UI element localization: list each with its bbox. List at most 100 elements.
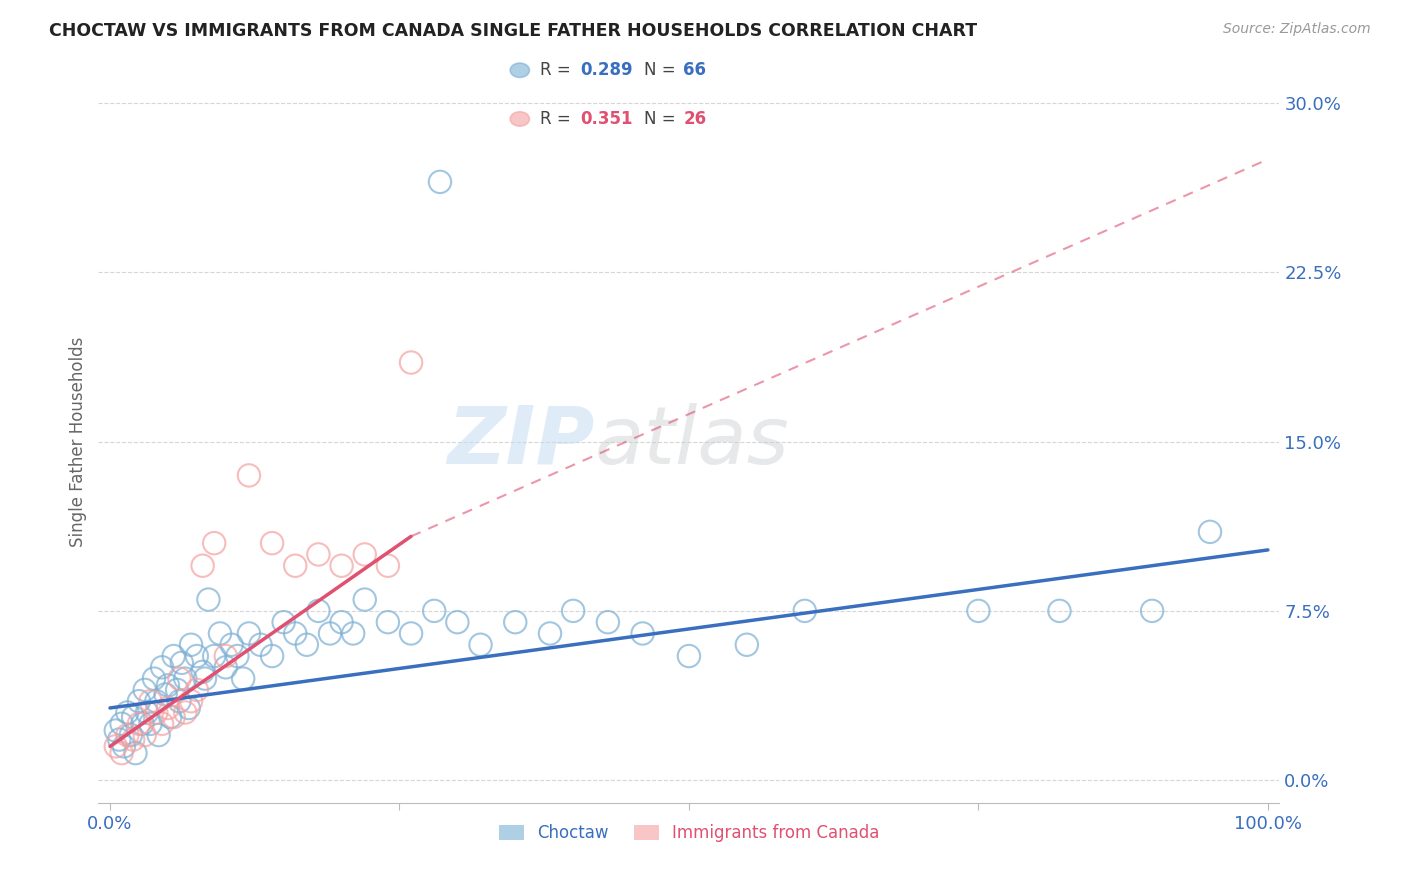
Point: [180, 694, 202, 708]
Point: [596, 615, 619, 630]
Point: [377, 558, 399, 573]
Point: [180, 638, 202, 652]
Point: [295, 638, 318, 652]
Circle shape: [510, 63, 530, 78]
Point: [399, 355, 422, 369]
Point: [470, 638, 492, 652]
Point: [128, 694, 150, 708]
Point: [110, 716, 132, 731]
Point: [110, 746, 132, 760]
Point: [1199, 524, 1222, 539]
Point: [143, 672, 166, 686]
Point: [134, 682, 156, 697]
Text: N =: N =: [644, 110, 681, 128]
Point: [735, 638, 758, 652]
Point: [122, 710, 145, 724]
Point: [249, 638, 271, 652]
Point: [215, 660, 238, 674]
Point: [307, 604, 329, 618]
Point: [330, 558, 353, 573]
Point: [423, 604, 446, 618]
Point: [446, 615, 468, 630]
Point: [156, 701, 179, 715]
Point: [104, 739, 127, 754]
Text: ZIP: ZIP: [447, 402, 595, 481]
Point: [538, 626, 561, 640]
Text: R =: R =: [540, 62, 576, 79]
Point: [117, 706, 139, 720]
Point: [139, 716, 162, 731]
Point: [399, 626, 422, 640]
Point: [131, 716, 153, 731]
Point: [238, 626, 260, 640]
Point: [342, 626, 364, 640]
Point: [202, 536, 225, 550]
Point: [145, 694, 167, 708]
Text: Source: ZipAtlas.com: Source: ZipAtlas.com: [1223, 22, 1371, 37]
Point: [150, 660, 173, 674]
Text: N =: N =: [644, 62, 681, 79]
Text: 26: 26: [683, 110, 707, 128]
Point: [429, 175, 451, 189]
Point: [194, 672, 217, 686]
Point: [156, 678, 179, 692]
Point: [208, 626, 231, 640]
Point: [503, 615, 526, 630]
Point: [134, 728, 156, 742]
Point: [186, 682, 208, 697]
Point: [353, 592, 375, 607]
Point: [112, 739, 135, 754]
Text: atlas: atlas: [595, 402, 789, 481]
Point: [124, 746, 146, 760]
Point: [793, 604, 815, 618]
Point: [284, 558, 307, 573]
Point: [174, 672, 197, 686]
Point: [284, 626, 307, 640]
Point: [120, 728, 142, 742]
Point: [330, 615, 353, 630]
Point: [150, 716, 173, 731]
Point: [122, 732, 145, 747]
Point: [191, 665, 214, 679]
Point: [166, 682, 188, 697]
Point: [377, 615, 399, 630]
Point: [967, 604, 990, 618]
Point: [562, 604, 585, 618]
Point: [136, 706, 159, 720]
Text: 0.351: 0.351: [581, 110, 633, 128]
Y-axis label: Single Father Households: Single Father Households: [69, 336, 87, 547]
Point: [678, 648, 700, 663]
Point: [177, 701, 200, 715]
Point: [353, 548, 375, 562]
Point: [104, 723, 127, 738]
Point: [186, 648, 208, 663]
Text: R =: R =: [540, 110, 576, 128]
Point: [163, 710, 186, 724]
Point: [226, 648, 249, 663]
Text: CHOCTAW VS IMMIGRANTS FROM CANADA SINGLE FATHER HOUSEHOLDS CORRELATION CHART: CHOCTAW VS IMMIGRANTS FROM CANADA SINGLE…: [49, 22, 977, 40]
Text: 66: 66: [683, 62, 706, 79]
Point: [631, 626, 654, 640]
Point: [169, 672, 191, 686]
Point: [191, 558, 214, 573]
Point: [221, 638, 243, 652]
Point: [262, 536, 284, 550]
Legend: Choctaw, Immigrants from Canada: Choctaw, Immigrants from Canada: [492, 817, 886, 848]
Point: [232, 672, 254, 686]
Point: [108, 732, 131, 747]
Point: [174, 706, 197, 720]
Point: [1140, 604, 1163, 618]
Point: [128, 716, 150, 731]
Point: [262, 648, 284, 663]
Text: 0.289: 0.289: [581, 62, 633, 79]
Point: [159, 710, 181, 724]
Point: [319, 626, 342, 640]
Point: [139, 694, 162, 708]
Point: [202, 648, 225, 663]
Circle shape: [510, 112, 530, 126]
Point: [148, 728, 170, 742]
Point: [215, 648, 238, 663]
Point: [145, 706, 167, 720]
Point: [307, 548, 329, 562]
Point: [163, 648, 186, 663]
